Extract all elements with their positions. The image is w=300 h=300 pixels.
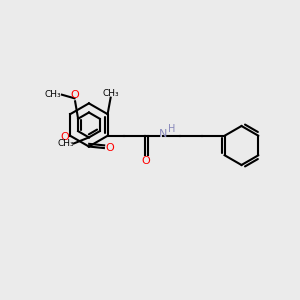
Text: CH₃: CH₃ <box>45 90 61 99</box>
Text: O: O <box>142 156 150 166</box>
Text: CH₃: CH₃ <box>102 88 119 98</box>
Text: N: N <box>159 129 167 139</box>
Text: O: O <box>70 90 79 100</box>
Text: O: O <box>106 143 114 153</box>
Text: O: O <box>60 132 69 142</box>
Text: CH₃: CH₃ <box>57 139 74 148</box>
Text: H: H <box>168 124 175 134</box>
